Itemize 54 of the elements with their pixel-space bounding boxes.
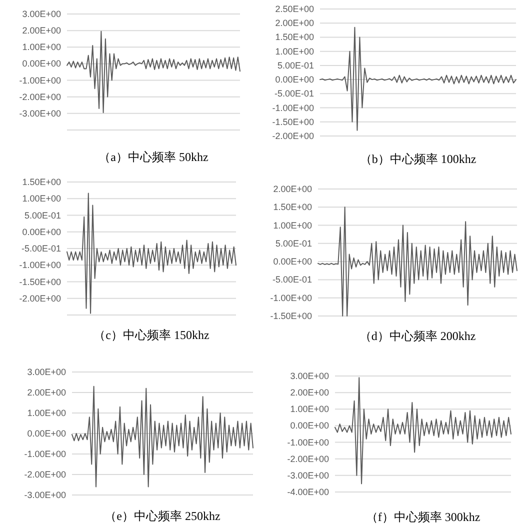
y-tick-label: 0.00E+00 bbox=[27, 428, 66, 438]
y-tick-label: 1.00E+00 bbox=[275, 46, 314, 56]
y-tick-label: -3.00E+00 bbox=[287, 470, 329, 480]
y-tick-label: 1.50E+00 bbox=[273, 202, 312, 212]
y-tick-label: -2.00E+00 bbox=[19, 92, 61, 102]
text: （b）中心频率 100khz bbox=[360, 152, 476, 166]
y-tick-label: -2.00E+00 bbox=[19, 293, 61, 304]
y-tick-label: 0.00E+00 bbox=[273, 256, 312, 267]
text: （f）中心频率 300khz bbox=[366, 510, 480, 524]
y-tick-label: 5.00E-01 bbox=[277, 60, 314, 70]
y-tick-label: 3.00E+00 bbox=[290, 371, 329, 381]
y-tick-label: 2.00E+00 bbox=[290, 388, 329, 398]
y-tick-label: 1.50E+00 bbox=[275, 32, 314, 42]
text: （c）中心频率 150khz bbox=[94, 328, 210, 342]
text: （a）中心频率 50khz bbox=[98, 150, 208, 164]
y-tick-label: 5.00E-01 bbox=[275, 238, 312, 248]
y-tick-label: -1.50E+00 bbox=[272, 116, 314, 127]
y-tick-label: -1.00E+00 bbox=[19, 260, 61, 270]
y-tick-label: -5.00E-01 bbox=[21, 244, 61, 254]
y-tick-label: 2.00E+00 bbox=[22, 26, 61, 36]
y-tick-label: -2.00E+00 bbox=[272, 131, 314, 141]
y-tick-label: -3.00E+00 bbox=[24, 490, 66, 500]
y-tick-label: -1.00E+00 bbox=[287, 437, 329, 448]
y-tick-label: 1.00E+00 bbox=[290, 404, 329, 414]
y-tick-label: 0.00E+00 bbox=[290, 420, 329, 431]
y-tick-label: -4.00E+00 bbox=[287, 487, 329, 497]
text: （d）中心频率 200khz bbox=[359, 329, 476, 343]
y-tick-label: 1.00E+00 bbox=[27, 408, 66, 418]
y-tick-label: -5.00E-01 bbox=[274, 88, 314, 99]
y-tick-label: -1.50E+00 bbox=[270, 311, 312, 321]
y-tick-label: -5.00E-01 bbox=[272, 274, 312, 285]
y-tick-label: 1.00E+00 bbox=[273, 220, 312, 230]
y-tick-label: 3.00E+00 bbox=[22, 9, 61, 19]
y-tick-label: -3.00E+00 bbox=[19, 108, 61, 118]
y-tick-label: 2.00E+00 bbox=[275, 18, 314, 28]
y-tick-label: 0.00E+00 bbox=[275, 74, 314, 85]
y-tick-label: 1.00E+00 bbox=[22, 42, 61, 52]
y-tick-label: 3.00E+00 bbox=[27, 367, 66, 377]
y-tick-label: -1.00E+00 bbox=[270, 292, 312, 303]
y-tick-label: -2.00E+00 bbox=[24, 470, 66, 480]
y-tick-label: -1.00E+00 bbox=[272, 102, 314, 113]
y-tick-label: 1.50E+00 bbox=[22, 177, 61, 187]
y-tick-label: -2.00E+00 bbox=[287, 454, 329, 464]
y-tick-label: 2.50E+00 bbox=[275, 4, 314, 14]
y-tick-label: 2.00E+00 bbox=[27, 388, 66, 398]
y-tick-label: 0.00E+00 bbox=[22, 226, 61, 237]
y-tick-label: -1.50E+00 bbox=[19, 276, 61, 287]
y-tick-label: -1.00E+00 bbox=[24, 449, 66, 459]
text: （e）中心频率 250khz bbox=[104, 509, 220, 523]
y-tick-label: -1.00E+00 bbox=[19, 75, 61, 86]
y-tick-label: 2.00E+00 bbox=[273, 184, 312, 194]
y-tick-label: 5.00E-01 bbox=[24, 210, 61, 220]
y-tick-label: 0.00E+00 bbox=[22, 58, 61, 69]
y-tick-label: 1.00E+00 bbox=[22, 194, 61, 204]
